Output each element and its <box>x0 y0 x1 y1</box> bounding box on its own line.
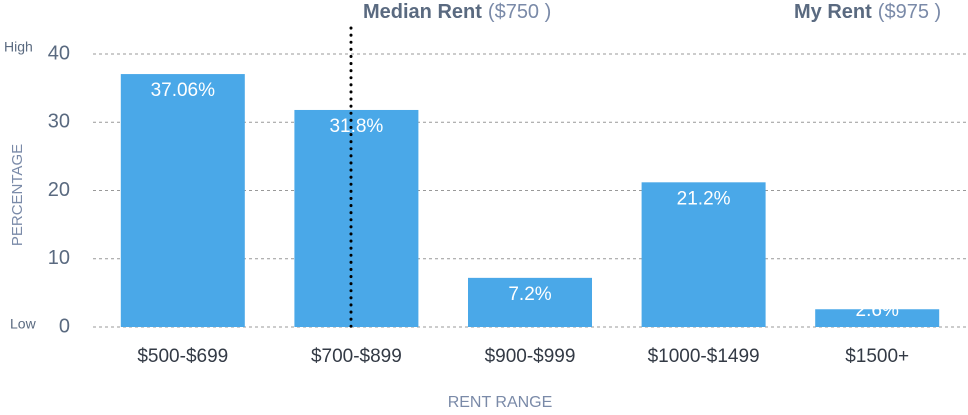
data-label: 2.6% <box>856 300 899 321</box>
plot-area: 0 10 20 30 40 $500-$699 37.06% $700-$899 31.8% $9… <box>48 42 968 367</box>
bar <box>641 182 766 327</box>
data-label: 7.2% <box>508 284 551 305</box>
bar <box>468 277 592 327</box>
high-label: High <box>4 39 33 55</box>
annotation-value: ($975 ) <box>878 1 941 23</box>
data-label: 21.2% <box>677 188 731 209</box>
y-tick-label: 20 <box>48 179 70 201</box>
data-label: 31.8% <box>329 116 383 137</box>
x-axis-label: RENT RANGE <box>448 394 553 411</box>
annotation-label: My Rent <box>794 1 872 23</box>
data-label: 37.06% <box>151 80 216 101</box>
y-tick-label: 0 <box>59 315 70 337</box>
annotation-value: ($750 ) <box>488 1 551 23</box>
x-tick-label: $1500+ <box>845 346 909 367</box>
y-axis-label: PERCENTAGE <box>9 144 26 246</box>
y-tick-label: 30 <box>48 111 70 133</box>
x-tick-label: $1000-$1499 <box>648 346 760 367</box>
x-tick-label: $900-$999 <box>485 346 576 367</box>
my-rent-annotation: My Rent ($975 ) <box>794 1 941 23</box>
bar <box>294 109 419 327</box>
x-tick-label: $700-$899 <box>311 346 402 367</box>
y-tick-label: 10 <box>48 247 70 269</box>
annotation-label: Median Rent <box>363 1 482 23</box>
low-label: Low <box>10 316 37 332</box>
bar <box>815 309 940 327</box>
y-tick-label: 40 <box>48 42 70 64</box>
x-tick-label: $500-$699 <box>137 346 228 367</box>
bar <box>120 74 245 328</box>
median-annotation: Median Rent ($750 ) <box>363 1 551 23</box>
